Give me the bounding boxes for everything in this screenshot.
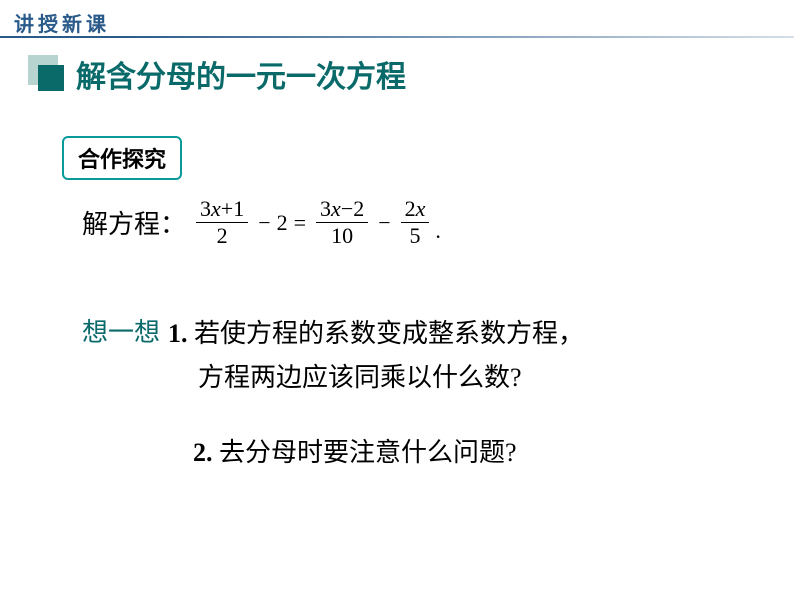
fraction: 3x+1 2 bbox=[196, 196, 248, 250]
q2-number: 2. bbox=[193, 438, 213, 467]
fraction: 3x−2 10 bbox=[316, 196, 368, 250]
think-row: 想一想 1. 若使方程的系数变成整系数方程， 方程两边应该同乘以什么数? bbox=[82, 312, 584, 400]
section-badge: 合作探究 bbox=[62, 136, 182, 180]
q2-text: 去分母时要注意什么问题? bbox=[213, 438, 517, 467]
q1-line2: 方程两边应该同乘以什么数? bbox=[198, 363, 522, 392]
title-row: 解含分母的一元一次方程 bbox=[28, 52, 406, 96]
header-underline bbox=[0, 36, 794, 38]
page-title: 解含分母的一元一次方程 bbox=[76, 52, 406, 96]
header-label: 讲授新课 bbox=[14, 8, 110, 37]
const-2: 2 bbox=[277, 210, 288, 236]
op-minus: − bbox=[258, 210, 270, 236]
question-1: 1. 若使方程的系数变成整系数方程， 方程两边应该同乘以什么数? bbox=[168, 312, 584, 400]
q1-number: 1. bbox=[168, 319, 188, 348]
op-minus: − bbox=[378, 210, 390, 236]
think-label: 想一想 bbox=[82, 312, 160, 354]
equation-period: . bbox=[435, 218, 441, 250]
equation-label: 解方程： bbox=[82, 204, 186, 241]
fraction: 2x 5 bbox=[401, 196, 430, 250]
equation-math: 3x+1 2 − 2 = 3x−2 10 − 2x 5 . bbox=[192, 196, 441, 250]
title-square-icon bbox=[28, 55, 66, 93]
q1-line1: 若使方程的系数变成整系数方程， bbox=[188, 319, 585, 348]
question-2: 2. 去分母时要注意什么问题? bbox=[193, 432, 517, 469]
op-equals: = bbox=[294, 210, 306, 236]
equation-row: 解方程： 3x+1 2 − 2 = 3x−2 10 − 2x 5 . bbox=[82, 196, 441, 250]
section-badge-text: 合作探究 bbox=[78, 147, 166, 172]
